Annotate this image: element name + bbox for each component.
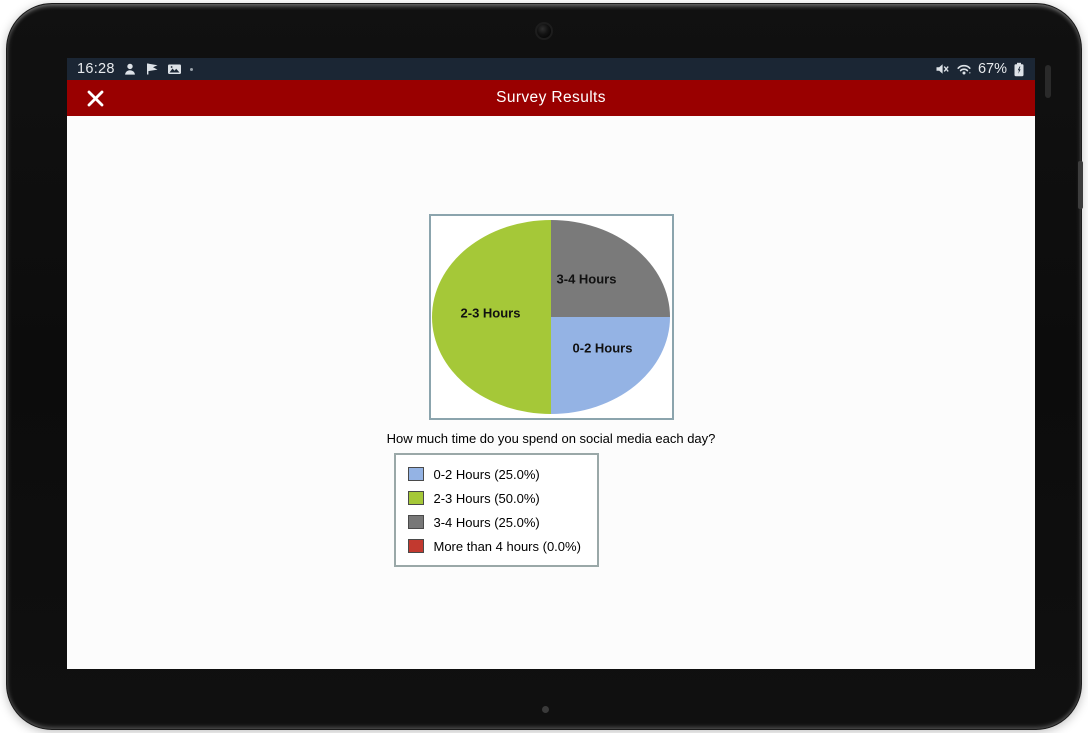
tablet-device-frame: 16:28	[6, 3, 1083, 730]
close-icon	[87, 90, 103, 106]
notification-dot-icon	[189, 67, 193, 71]
page-title: Survey Results	[496, 89, 606, 106]
battery-percent: 67%	[977, 61, 1007, 77]
legend: 0-2 Hours (25.0%) 2-3 Hours (50.0%) 3-4 …	[393, 453, 599, 567]
content-area: 3-4 Hours 2-3 Hours 0-2 Hours How much t…	[67, 116, 1035, 669]
status-bar: 16:28	[67, 58, 1035, 80]
pie-slice-2-3-hours	[431, 220, 551, 414]
pie-chart	[431, 220, 670, 414]
legend-label: 0-2 Hours (25.0%)	[433, 466, 540, 482]
side-power-button[interactable]	[1078, 161, 1083, 209]
app-bar: Survey Results	[67, 80, 1035, 116]
bezel-sensor-slit	[1045, 65, 1051, 98]
status-bar-right: 67%	[935, 61, 1025, 77]
legend-item: More than 4 hours (0.0%)	[407, 534, 589, 558]
image-icon	[167, 64, 181, 74]
slice-label-3-4-hours: 3-4 Hours	[556, 271, 617, 287]
status-bar-left: 16:28	[77, 61, 193, 77]
front-camera-icon	[535, 22, 553, 40]
volume-muted-icon	[936, 64, 949, 74]
pie-chart-panel: 3-4 Hours 2-3 Hours 0-2 Hours	[428, 214, 674, 420]
bottom-camera-dot-icon	[542, 706, 549, 713]
legend-item: 2-3 Hours (50.0%)	[407, 486, 589, 510]
wifi-icon	[957, 64, 971, 75]
pie-slice-0-2-hours	[550, 317, 670, 414]
legend-label: More than 4 hours (0.0%)	[433, 538, 581, 554]
close-button[interactable]	[81, 84, 109, 112]
slice-label-0-2-hours: 0-2 Hours	[572, 340, 633, 356]
legend-swatch-3-4-hours	[407, 515, 424, 529]
legend-label: 2-3 Hours (50.0%)	[433, 490, 540, 506]
screen: 16:28	[67, 58, 1035, 669]
legend-swatch-0-2-hours	[407, 467, 424, 481]
clock: 16:28	[77, 61, 115, 77]
flag-icon	[146, 63, 158, 75]
slice-label-2-3-hours: 2-3 Hours	[460, 305, 521, 321]
legend-item: 0-2 Hours (25.0%)	[407, 462, 589, 486]
pie-slice-3-4-hours	[550, 220, 670, 317]
legend-swatch-2-3-hours	[407, 491, 424, 505]
user-icon	[124, 63, 135, 75]
survey-question: How much time do you spend on social med…	[386, 431, 716, 446]
legend-swatch-more-than-4-hours	[407, 539, 424, 553]
legend-label: 3-4 Hours (25.0%)	[433, 514, 540, 530]
battery-icon	[1014, 62, 1024, 76]
legend-item: 3-4 Hours (25.0%)	[407, 510, 589, 534]
